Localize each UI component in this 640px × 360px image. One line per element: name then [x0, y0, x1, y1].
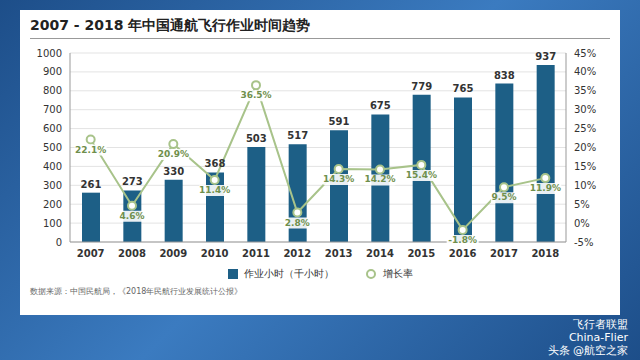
- html-text:增长率: 增长率: [383, 268, 413, 279]
- svg-text:2007: 2007: [77, 248, 105, 259]
- svg-text:838: 838: [494, 70, 515, 81]
- svg-text:36.5%: 36.5%: [240, 90, 271, 100]
- svg-text:30%: 30%: [574, 104, 596, 115]
- svg-text:10%: 10%: [574, 180, 596, 191]
- svg-text:900: 900: [43, 66, 62, 77]
- svg-text:2.8%: 2.8%: [285, 218, 310, 228]
- html-text:飞行者联盟: 飞行者联盟: [573, 318, 628, 331]
- svg-text:300: 300: [43, 180, 62, 191]
- svg-text:100: 100: [43, 218, 62, 229]
- svg-text:1000: 1000: [37, 48, 62, 59]
- svg-text:9.5%: 9.5%: [492, 192, 517, 202]
- svg-text:765: 765: [453, 83, 474, 94]
- html-text:China-Flier: China-Flier: [568, 331, 628, 344]
- svg-text:800: 800: [43, 85, 62, 96]
- svg-text:937: 937: [535, 51, 556, 62]
- svg-text:503: 503: [246, 133, 267, 144]
- svg-text:600: 600: [43, 123, 62, 134]
- svg-text:14.2%: 14.2%: [364, 174, 395, 184]
- svg-text:40%: 40%: [574, 66, 596, 77]
- svg-text:200: 200: [43, 199, 62, 210]
- svg-text:20.9%: 20.9%: [158, 149, 189, 159]
- svg-text:2017: 2017: [490, 248, 518, 259]
- svg-text:500: 500: [43, 142, 62, 153]
- svg-text:675: 675: [370, 100, 391, 111]
- svg-text:2013: 2013: [325, 248, 353, 259]
- html-text:2007 - 2018 年中国通航飞行作业时间趋势: 2007 - 2018 年中国通航飞行作业时间趋势: [30, 17, 311, 33]
- svg-text:35%: 35%: [574, 85, 596, 96]
- svg-text:2011: 2011: [242, 248, 270, 259]
- svg-text:2008: 2008: [118, 248, 146, 259]
- svg-text:5%: 5%: [574, 199, 590, 210]
- svg-text:2009: 2009: [159, 248, 187, 259]
- svg-text:45%: 45%: [574, 48, 596, 59]
- svg-text:11.4%: 11.4%: [199, 185, 230, 195]
- svg-text:261: 261: [81, 179, 102, 190]
- svg-text:4.6%: 4.6%: [120, 211, 145, 221]
- html-text:作业小时（千小时）: 作业小时（千小时）: [244, 268, 334, 279]
- svg-text:273: 273: [122, 176, 143, 187]
- svg-text:2015: 2015: [407, 248, 435, 259]
- svg-text:0: 0: [56, 237, 62, 248]
- svg-text:11.9%: 11.9%: [530, 183, 561, 193]
- html-text:头条 @航空之家: 头条 @航空之家: [547, 344, 628, 357]
- html-text:数据来源：中国民航局，《2018年民航行业发展统计公报》: 数据来源：中国民航局，《2018年民航行业发展统计公报》: [30, 287, 243, 296]
- svg-text:517: 517: [287, 130, 308, 141]
- svg-text:14.3%: 14.3%: [323, 174, 354, 184]
- svg-text:779: 779: [411, 81, 432, 92]
- svg-text:330: 330: [163, 166, 184, 177]
- svg-text:25%: 25%: [574, 123, 596, 134]
- svg-text:15%: 15%: [574, 161, 596, 172]
- svg-text:368: 368: [205, 158, 226, 169]
- svg-text:700: 700: [43, 104, 62, 115]
- svg-text:15.4%: 15.4%: [406, 170, 437, 180]
- svg-text:22.1%: 22.1%: [75, 145, 106, 155]
- svg-text:20%: 20%: [574, 142, 596, 153]
- svg-text:2012: 2012: [283, 248, 311, 259]
- svg-text:0%: 0%: [574, 218, 590, 229]
- svg-text:591: 591: [329, 116, 350, 127]
- svg-text:400: 400: [43, 161, 62, 172]
- svg-text:2010: 2010: [201, 248, 229, 259]
- svg-text:-5%: -5%: [574, 237, 593, 248]
- svg-text:2016: 2016: [449, 248, 477, 259]
- svg-text:-1.8%: -1.8%: [448, 235, 477, 245]
- svg-text:2018: 2018: [531, 248, 559, 259]
- svg-text:2014: 2014: [366, 248, 394, 259]
